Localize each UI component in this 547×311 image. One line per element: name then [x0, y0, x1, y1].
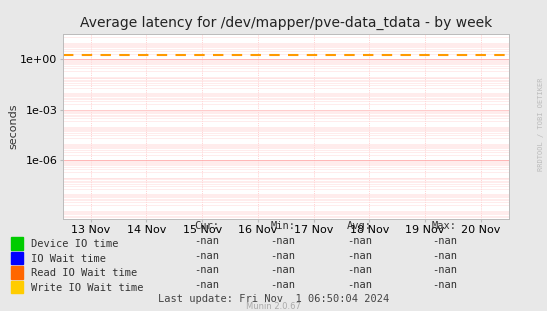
Text: -nan: -nan [432, 265, 457, 275]
Text: -nan: -nan [194, 265, 219, 275]
Title: Average latency for /dev/mapper/pve-data_tdata - by week: Average latency for /dev/mapper/pve-data… [80, 16, 492, 30]
Text: -nan: -nan [270, 251, 295, 261]
Text: -nan: -nan [347, 265, 372, 275]
Text: Last update: Fri Nov  1 06:50:04 2024: Last update: Fri Nov 1 06:50:04 2024 [158, 294, 389, 304]
Text: -nan: -nan [270, 265, 295, 275]
Text: RRDTOOL / TOBI OETIKER: RRDTOOL / TOBI OETIKER [538, 78, 544, 171]
Text: -nan: -nan [194, 236, 219, 246]
Text: -nan: -nan [270, 236, 295, 246]
Text: -nan: -nan [347, 251, 372, 261]
Text: -nan: -nan [347, 280, 372, 290]
Text: -nan: -nan [270, 280, 295, 290]
Text: -nan: -nan [194, 280, 219, 290]
Text: Munin 2.0.67: Munin 2.0.67 [246, 302, 301, 311]
Text: Max:: Max: [432, 220, 457, 230]
Text: -nan: -nan [194, 251, 219, 261]
Text: -nan: -nan [347, 236, 372, 246]
Text: -nan: -nan [432, 251, 457, 261]
Text: -nan: -nan [432, 280, 457, 290]
Text: Cur:: Cur: [194, 220, 219, 230]
Text: Write IO Wait time: Write IO Wait time [31, 283, 144, 293]
Text: IO Wait time: IO Wait time [31, 254, 106, 264]
Text: Avg:: Avg: [347, 220, 372, 230]
Y-axis label: seconds: seconds [9, 104, 19, 150]
Text: Device IO time: Device IO time [31, 239, 119, 249]
Text: -nan: -nan [432, 236, 457, 246]
Text: Min:: Min: [270, 220, 295, 230]
Text: Read IO Wait time: Read IO Wait time [31, 268, 137, 278]
